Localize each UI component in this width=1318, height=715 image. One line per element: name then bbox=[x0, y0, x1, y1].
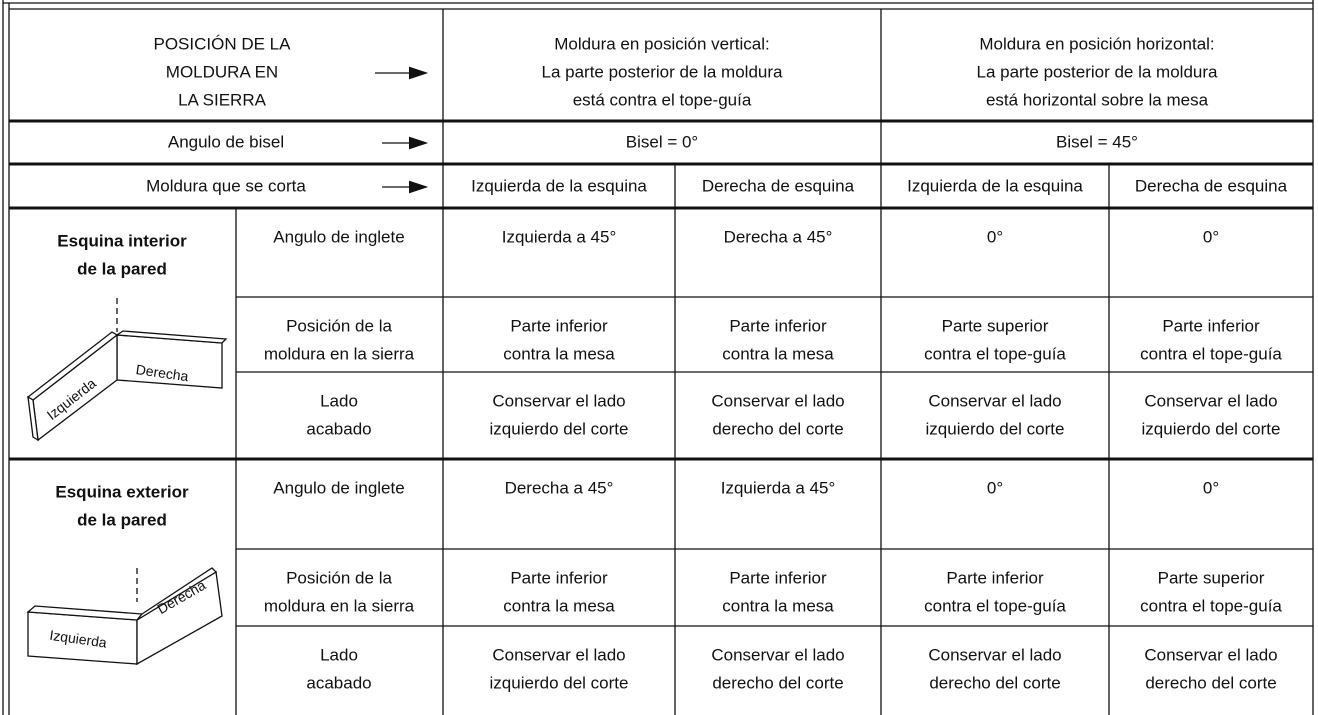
cell: Conservar el lado bbox=[928, 645, 1061, 664]
row-label: Lado bbox=[320, 645, 358, 664]
cell: Conservar el lado bbox=[1144, 645, 1277, 664]
row-label: Posición de la bbox=[286, 568, 392, 587]
row-label: moldura en la sierra bbox=[264, 596, 415, 615]
cell: Parte superior bbox=[1158, 568, 1265, 587]
cell: 0° bbox=[1203, 478, 1219, 497]
section-title: Esquina interior bbox=[57, 231, 187, 250]
cell: contra la mesa bbox=[722, 344, 834, 363]
bevel-label: Angulo de bisel bbox=[168, 132, 284, 151]
cell: Izquierda a 45° bbox=[721, 478, 836, 497]
header-label: POSICIÓN DE LA bbox=[154, 34, 292, 53]
cell: Derecha a 45° bbox=[724, 227, 833, 246]
cell: Parte superior bbox=[942, 316, 1049, 335]
cell: Conservar el lado bbox=[492, 645, 625, 664]
cell: contra el tope-guía bbox=[1140, 344, 1282, 363]
cell: contra la mesa bbox=[503, 344, 615, 363]
cell: derecho del corte bbox=[712, 673, 843, 692]
cell: Conservar el lado bbox=[492, 391, 625, 410]
cut-label: Moldura que se corta bbox=[146, 176, 306, 195]
row-label: Angulo de inglete bbox=[273, 478, 404, 497]
cell: derecho del corte bbox=[929, 673, 1060, 692]
cell: Conservar el lado bbox=[711, 391, 844, 410]
bevel-horizontal: Bisel = 45° bbox=[1056, 132, 1138, 151]
diagram-label: Derecha bbox=[135, 361, 190, 384]
cell: contra la mesa bbox=[503, 596, 615, 615]
cell: izquierdo del corte bbox=[926, 419, 1065, 438]
cell: Parte inferior bbox=[729, 568, 827, 587]
cell: izquierdo del corte bbox=[490, 419, 629, 438]
row-label: moldura en la sierra bbox=[264, 344, 415, 363]
row-label: Angulo de inglete bbox=[273, 227, 404, 246]
cell: Derecha a 45° bbox=[505, 478, 614, 497]
cell: Conservar el lado bbox=[711, 645, 844, 664]
section-title: Esquina exterior bbox=[55, 482, 189, 501]
cell: Conservar el lado bbox=[928, 391, 1061, 410]
cell: contra la mesa bbox=[722, 596, 834, 615]
cut-column: Derecha de esquina bbox=[702, 176, 855, 195]
cell: izquierdo del corte bbox=[1142, 419, 1281, 438]
header-vertical: La parte posterior de la moldura bbox=[542, 62, 784, 81]
row-label: acabado bbox=[306, 673, 371, 692]
cell: contra el tope-guía bbox=[1140, 596, 1282, 615]
cell: derecho del corte bbox=[712, 419, 843, 438]
cell: Parte inferior bbox=[510, 316, 608, 335]
cell: 0° bbox=[1203, 227, 1219, 246]
cut-column: Derecha de esquina bbox=[1135, 176, 1288, 195]
header-vertical: Moldura en posición vertical: bbox=[554, 34, 769, 53]
diagram-outside bbox=[26, 567, 223, 666]
cell: Parte inferior bbox=[729, 316, 827, 335]
header-horizontal: Moldura en posición horizontal: bbox=[979, 34, 1214, 53]
cell: contra el tope-guía bbox=[924, 596, 1066, 615]
row-label: Lado bbox=[320, 391, 358, 410]
header-horizontal: está horizontal sobre la mesa bbox=[986, 90, 1209, 109]
cell: 0° bbox=[987, 478, 1003, 497]
bevel-vertical: Bisel = 0° bbox=[626, 132, 698, 151]
cell: Conservar el lado bbox=[1144, 391, 1277, 410]
section-title: de la pared bbox=[77, 259, 167, 278]
cell: Izquierda a 45° bbox=[502, 227, 617, 246]
section-title: de la pared bbox=[77, 510, 167, 529]
cell: Parte inferior bbox=[510, 568, 608, 587]
row-label: acabado bbox=[306, 419, 371, 438]
header-vertical: está contra el tope-guía bbox=[573, 90, 752, 109]
cell: 0° bbox=[987, 227, 1003, 246]
cell: izquierdo del corte bbox=[490, 673, 629, 692]
cut-column: Izquierda de la esquina bbox=[907, 176, 1083, 195]
header-horizontal: La parte posterior de la moldura bbox=[977, 62, 1219, 81]
header-label: MOLDURA EN bbox=[166, 62, 278, 81]
arrows bbox=[375, 66, 429, 194]
cell: derecho del corte bbox=[1145, 673, 1276, 692]
diagram-inside bbox=[26, 298, 228, 442]
cell: Parte inferior bbox=[1162, 316, 1260, 335]
cell: Parte inferior bbox=[946, 568, 1044, 587]
diagram-label: Izquierda bbox=[49, 627, 108, 651]
cut-column: Izquierda de la esquina bbox=[471, 176, 647, 195]
cell: contra el tope-guía bbox=[924, 344, 1066, 363]
row-label: Posición de la bbox=[286, 316, 392, 335]
header-label: LA SIERRA bbox=[178, 90, 267, 109]
